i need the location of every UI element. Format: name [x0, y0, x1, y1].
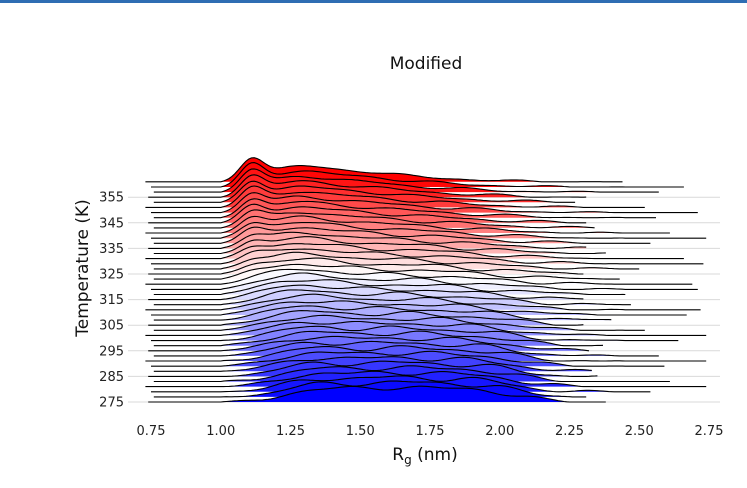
x-tick-label: 2.25 [555, 424, 584, 439]
ridge-line [145, 185, 645, 208]
y-tick-label: 355 [99, 191, 124, 206]
ridge-series [153, 305, 612, 321]
x-tick-label: 2.75 [695, 424, 724, 439]
x-tick-label: 2.00 [485, 424, 514, 439]
ridge-fill [148, 285, 584, 300]
chart-title: Modified [390, 54, 463, 74]
y-tick-label: 315 [99, 293, 124, 308]
ridge-line [151, 272, 698, 290]
y-tick-label: 285 [99, 370, 124, 385]
ridge-line [151, 350, 665, 367]
ridge-series [153, 365, 670, 383]
ridge-line [153, 305, 612, 321]
ridge-line [148, 174, 587, 198]
ridge-line [145, 345, 707, 362]
ridge-line [153, 226, 651, 244]
ridge-line [151, 222, 707, 239]
ridge-line [153, 340, 659, 357]
ridge-fill [153, 305, 612, 321]
ridges [145, 157, 707, 403]
ridge-fill [151, 162, 684, 187]
ridge-line [145, 370, 707, 388]
ridge-line [148, 360, 598, 377]
ridge-line [153, 330, 604, 347]
ridge-line [151, 375, 651, 393]
ridge-line [148, 284, 584, 301]
x-axis-title: Rg (nm) [392, 445, 457, 467]
ridge-line [148, 310, 584, 326]
ridge-fill [148, 386, 606, 402]
ridge-line [153, 236, 606, 255]
x-axis-ticks: 0.75 1.00 1.25 1.50 1.75 2.00 2.25 2.50 2.75 [137, 424, 724, 439]
ridge-line [145, 293, 701, 311]
ridge-line [151, 325, 679, 342]
x-tick-label: 1.25 [276, 424, 305, 439]
y-tick-label: 325 [99, 268, 124, 283]
x-tick-label: 1.75 [416, 424, 445, 439]
x-tick-label: 1.00 [206, 424, 235, 439]
ridge-line [145, 320, 707, 336]
ridge-series [148, 284, 584, 301]
ridge-line [153, 380, 587, 398]
ridge-line [148, 385, 606, 403]
ridge-line [153, 263, 620, 280]
ridge-line [148, 257, 584, 275]
x-axis-title-subscript: g [404, 453, 412, 467]
ridge-series [148, 385, 606, 403]
ridge-fill [145, 157, 623, 182]
y-tick-label: 275 [99, 396, 124, 411]
ridge-line [148, 203, 587, 224]
y-tick-label: 345 [99, 216, 124, 231]
ridge-line [153, 314, 645, 331]
ridge-line [151, 162, 684, 188]
y-tick-label: 295 [99, 344, 124, 359]
ridge-line [153, 279, 626, 296]
ridge-series [145, 157, 623, 183]
ridge-line [151, 192, 698, 214]
ridge-series [151, 162, 684, 188]
ridge-series [148, 310, 584, 326]
ridge-line [145, 157, 623, 183]
ridge-line [145, 215, 670, 234]
x-tick-label: 1.50 [346, 424, 375, 439]
x-tick-label: 0.75 [137, 424, 166, 439]
ridge-line [153, 251, 640, 270]
ridge-line [145, 268, 693, 285]
y-tick-label: 335 [99, 242, 124, 257]
ridge-line [148, 335, 590, 352]
y-axis-ticks: 275 285 295 305 315 325 335 345 355 [99, 191, 124, 411]
ridge-line [151, 300, 687, 316]
y-tick-label: 305 [99, 319, 124, 334]
ridge-fill [153, 365, 670, 382]
ridge-line [153, 289, 631, 306]
ridge-line [153, 209, 595, 229]
ridge-line [153, 365, 670, 383]
ridge-line [148, 231, 587, 249]
y-axis-title: Temperature (K) [73, 199, 93, 338]
ridge-line [153, 356, 592, 372]
x-tick-label: 2.50 [625, 424, 654, 439]
ridge-line [145, 243, 684, 260]
ridge-fill [148, 310, 584, 326]
x-axis-title-main: R [392, 445, 404, 465]
ridge-line [153, 198, 656, 219]
ridge-line [153, 180, 576, 203]
ridge-line [153, 168, 659, 193]
x-axis-title-unit: (nm) [412, 445, 458, 465]
top-accent-bar [0, 0, 747, 3]
ridge-line [151, 248, 704, 265]
